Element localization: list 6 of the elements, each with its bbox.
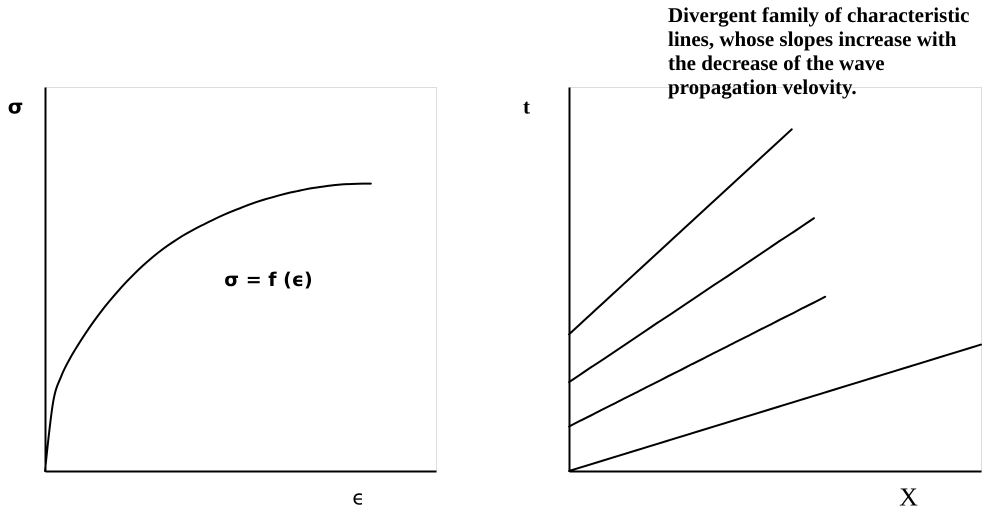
x-axis-title: X [899, 482, 918, 511]
x-axis-title: ϵ [352, 486, 365, 510]
y-axis-title: t [523, 94, 530, 118]
y-axis-title: σ [8, 94, 24, 118]
text: Divergent family of characteristic lines, whose slopes increase with the decrease of the wave propagation velovity. [668, 3, 970, 99]
text: σ = f (ϵ) [224, 269, 313, 292]
